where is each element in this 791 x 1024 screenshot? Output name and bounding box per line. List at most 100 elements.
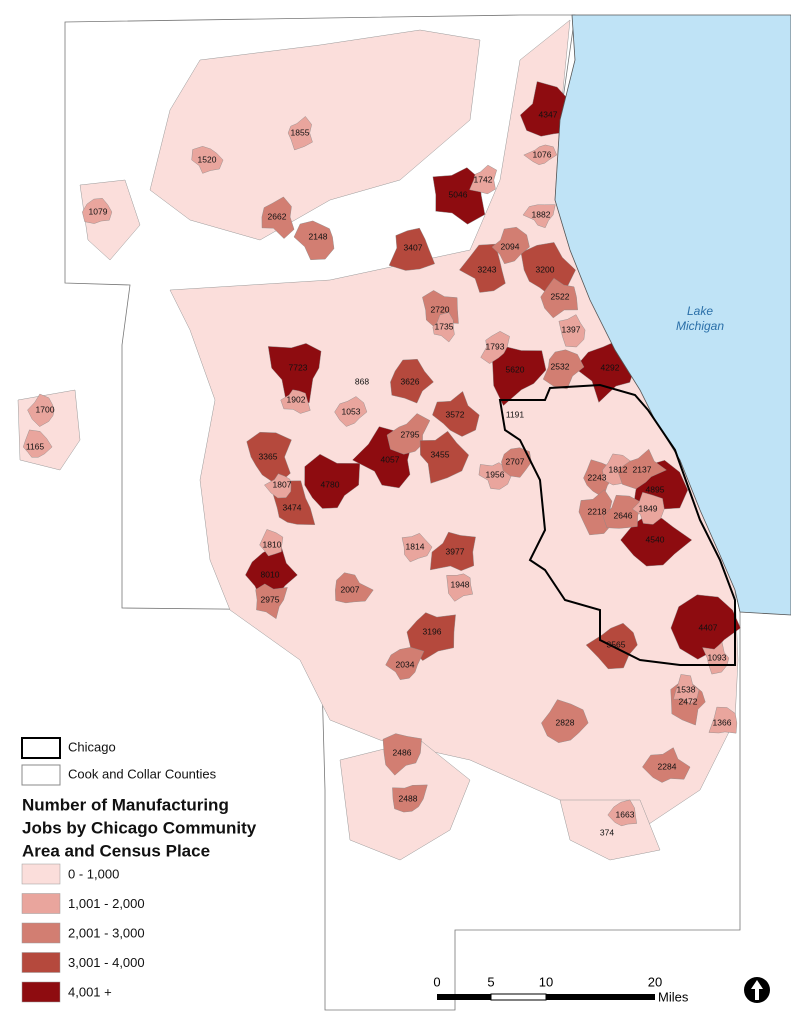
place-label: 3572 xyxy=(446,409,465,419)
legend-swatch xyxy=(21,764,61,786)
census-place xyxy=(267,343,322,404)
census-place xyxy=(82,198,113,224)
legend-swatch xyxy=(21,737,61,759)
place-label: 3407 xyxy=(404,242,423,252)
place-label: 4292 xyxy=(601,362,620,372)
place-label: 2007 xyxy=(341,584,360,594)
legend-label: 1,001 - 2,000 xyxy=(68,896,145,911)
place-label: 1793 xyxy=(486,341,505,351)
census-place xyxy=(501,447,532,478)
census-place xyxy=(642,747,691,783)
place-label: 2795 xyxy=(401,429,420,439)
place-label: 1397 xyxy=(562,324,581,334)
census-place xyxy=(702,641,730,675)
place-label: 2532 xyxy=(551,361,570,371)
place-label: 2707 xyxy=(506,456,525,466)
legend-swatch xyxy=(21,981,61,1003)
place-label: 1948 xyxy=(451,579,470,589)
legend-swatch xyxy=(21,952,61,973)
legend-label: 0 - 1,000 xyxy=(68,866,119,881)
census-place xyxy=(386,413,431,455)
place-label: 1742 xyxy=(474,174,493,184)
census-place xyxy=(522,204,556,229)
legend-label: Chicago xyxy=(68,739,116,754)
place-label: 1882 xyxy=(532,209,551,219)
census-places xyxy=(149,29,481,241)
place-label: 1053 xyxy=(342,406,361,416)
place-label: 2137 xyxy=(633,464,652,474)
census-place xyxy=(280,389,311,414)
census-place xyxy=(469,164,497,195)
place-label: 2218 xyxy=(588,506,607,516)
place-label: 2646 xyxy=(614,510,633,520)
place-label: 1810 xyxy=(263,539,282,549)
place-label: 2243 xyxy=(588,472,607,482)
place-label: 2034 xyxy=(396,659,415,669)
north-arrow xyxy=(744,977,770,1003)
place-label: 3626 xyxy=(401,376,420,386)
place-label: 1663 xyxy=(616,809,635,819)
census-place xyxy=(261,196,295,239)
census-place xyxy=(390,358,434,404)
scale-segment xyxy=(546,994,655,1000)
legend-swatch xyxy=(21,893,61,914)
place-label: 1812 xyxy=(609,464,628,474)
place-label: 4347 xyxy=(539,109,558,119)
census-place xyxy=(432,312,455,343)
place-label: 1079 xyxy=(89,206,108,216)
legend-swatch xyxy=(21,863,61,885)
place-label: 1165 xyxy=(26,441,45,451)
place-label: 3455 xyxy=(431,449,450,459)
place-label: 5046 xyxy=(449,189,468,199)
census-place xyxy=(419,430,469,484)
census-place xyxy=(392,784,428,813)
place-label: 2975 xyxy=(261,594,280,604)
place-label: 4895 xyxy=(646,484,665,494)
census-place xyxy=(491,226,530,265)
census-place xyxy=(446,573,473,602)
census-place xyxy=(620,514,693,567)
census-place xyxy=(607,799,637,827)
place-label: 374 xyxy=(600,827,614,837)
scale-unit: Miles xyxy=(658,989,689,1004)
place-label: 1366 xyxy=(713,717,732,727)
place-label: 3977 xyxy=(446,546,465,556)
place-label: 2662 xyxy=(268,211,287,221)
census-place xyxy=(523,144,558,165)
scale-tick: 20 xyxy=(648,974,662,989)
census-place xyxy=(617,448,667,490)
census-place xyxy=(430,531,476,571)
place-label: 4540 xyxy=(646,534,665,544)
census-place xyxy=(708,706,738,734)
census-place xyxy=(406,612,456,661)
place-label: 5620 xyxy=(506,364,525,374)
place-label: 7723 xyxy=(289,362,308,372)
census-place xyxy=(287,116,313,151)
census-place xyxy=(401,533,433,563)
place-label: 1902 xyxy=(287,394,306,404)
census-place xyxy=(388,227,435,271)
place-label: 3565 xyxy=(607,639,626,649)
place-label: 3196 xyxy=(423,626,442,636)
scale-tick: 0 xyxy=(433,974,440,989)
census-place xyxy=(22,429,53,458)
legend-label: Cook and Collar Counties xyxy=(68,766,217,781)
census-place xyxy=(542,349,585,390)
census-place xyxy=(632,492,665,525)
place-label: 4057 xyxy=(381,454,400,464)
census-place xyxy=(673,674,700,705)
place-label: 8010 xyxy=(261,569,280,579)
place-label: 1807 xyxy=(273,479,292,489)
place-label: 2720 xyxy=(431,304,450,314)
lake-label: Michigan xyxy=(676,319,724,333)
place-label: 1520 xyxy=(198,154,217,164)
scale-tick: 5 xyxy=(487,974,494,989)
legend-label: 2,001 - 3,000 xyxy=(68,925,145,940)
census-place xyxy=(264,473,292,499)
census-place xyxy=(385,647,425,680)
census-place xyxy=(304,453,361,509)
place-label: 2486 xyxy=(393,747,412,757)
census-place xyxy=(541,699,589,743)
census-place xyxy=(432,167,486,225)
legend-swatch xyxy=(21,922,61,944)
